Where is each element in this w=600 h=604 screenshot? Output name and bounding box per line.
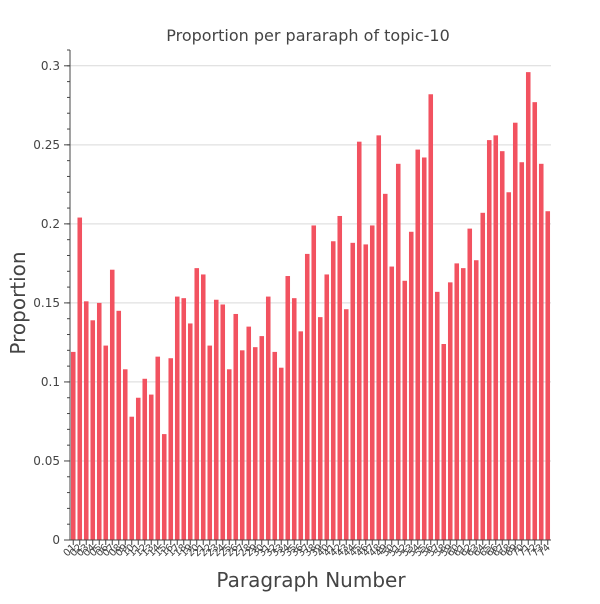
bar: [317, 317, 323, 540]
bar: [350, 242, 356, 540]
bar: [70, 351, 76, 540]
bar: [330, 241, 336, 541]
bar: [168, 358, 174, 540]
bar: [285, 276, 291, 540]
bar: [96, 302, 102, 540]
y-tick-label: 0.2: [41, 217, 60, 231]
bar: [402, 280, 408, 540]
y-tick-label: 0.1: [41, 375, 60, 389]
bar: [194, 268, 200, 540]
bar: [499, 151, 505, 540]
bar: [187, 323, 193, 540]
x-axis-title: Paragraph Number: [216, 568, 406, 592]
bar: [135, 397, 141, 540]
bar: [265, 296, 271, 540]
bar: [252, 347, 258, 540]
bar: [239, 350, 245, 540]
bar: [434, 291, 440, 540]
bar: [473, 260, 479, 540]
bar: [512, 122, 518, 540]
bar: [161, 434, 167, 540]
bar: [298, 331, 304, 540]
bar: [174, 296, 180, 540]
bar: [142, 378, 148, 540]
bar: [363, 244, 369, 540]
bar: [324, 274, 330, 540]
bar: [207, 345, 213, 540]
bar: [181, 298, 187, 540]
bar: [447, 282, 453, 540]
x-axis: 0102030405060708091011121314151617181920…: [62, 539, 553, 559]
bar: [272, 351, 278, 540]
bar: [506, 192, 512, 541]
bar: [213, 299, 219, 540]
bar: [116, 310, 122, 540]
bar: [460, 268, 466, 540]
bar: [311, 225, 317, 541]
bar: [343, 309, 349, 540]
y-tick-label: 0.3: [41, 59, 60, 73]
bar: [356, 141, 362, 540]
bar: [486, 140, 492, 540]
y-tick-label: 0: [52, 533, 60, 547]
bar: [538, 163, 544, 540]
bar: [525, 72, 531, 541]
bar: [467, 228, 473, 540]
bar: [220, 304, 226, 540]
bar: [395, 163, 401, 540]
bar: [408, 231, 414, 540]
bar: [155, 356, 161, 540]
bar: [129, 416, 135, 540]
bar: [278, 367, 284, 540]
bar: [200, 274, 206, 540]
bar: [291, 298, 297, 540]
y-axis: 0 0.05 0.1 0.15 0.2 0.25 0.3: [33, 49, 71, 547]
bar: [233, 313, 239, 540]
chart-title: Proportion per pararaph of topic-10: [166, 26, 450, 45]
y-tick-label: 0.25: [33, 138, 60, 152]
bar: [83, 301, 89, 540]
bar: [304, 253, 310, 540]
bar: [493, 135, 499, 540]
bar: [376, 135, 382, 540]
y-tick-label: 0.15: [33, 296, 60, 310]
bar: [226, 369, 232, 540]
bar: [122, 369, 128, 540]
y-axis-title: Proportion: [6, 251, 30, 354]
bar: [90, 320, 96, 540]
bar: [109, 269, 115, 540]
bar: [545, 211, 551, 540]
bar: [77, 217, 83, 540]
bar: [382, 193, 388, 540]
y-tick-label: 0.05: [33, 454, 60, 468]
bar: [103, 345, 109, 540]
bars: [70, 72, 551, 541]
bar: [532, 102, 538, 541]
bar: [428, 94, 434, 541]
grid-lines: [70, 65, 551, 462]
bar: [415, 149, 421, 541]
bar: [369, 225, 375, 541]
bar: [246, 326, 252, 540]
bar: [337, 215, 343, 540]
bar: [389, 266, 395, 540]
bar: [259, 336, 265, 540]
bar: [454, 263, 460, 540]
bar: [441, 344, 447, 540]
bar: [480, 212, 486, 540]
bar: [148, 394, 154, 540]
bar: [519, 162, 525, 540]
bar: [421, 157, 427, 540]
